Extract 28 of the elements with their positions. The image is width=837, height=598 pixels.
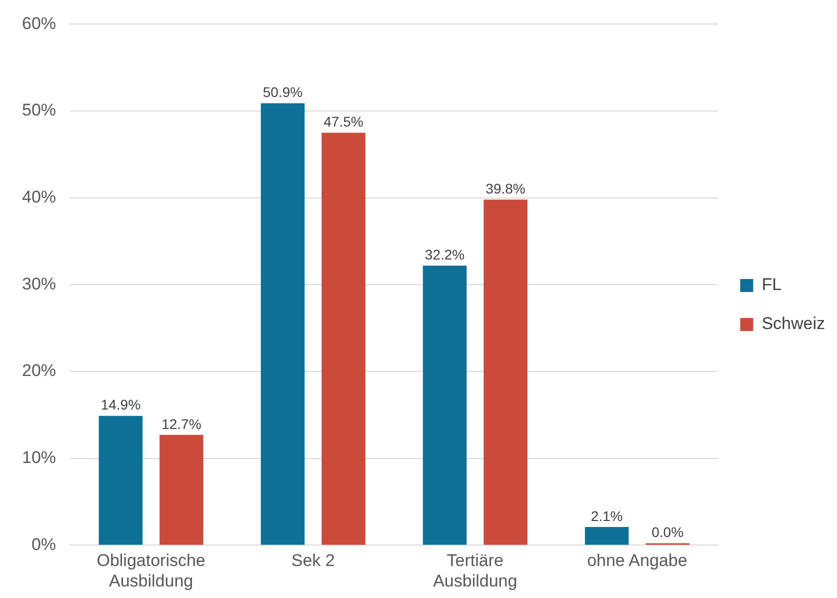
bar bbox=[160, 434, 204, 545]
x-tick-label: Sek 2 bbox=[291, 551, 335, 570]
legend-label: FL bbox=[762, 275, 782, 294]
data-label: 12.7% bbox=[162, 416, 202, 432]
y-tick-label: 50% bbox=[22, 100, 56, 120]
data-label: 32.2% bbox=[424, 246, 465, 262]
x-tick-label: Obligatorische Ausbildung bbox=[96, 551, 206, 590]
bar bbox=[484, 200, 528, 545]
data-label: 14.9% bbox=[100, 396, 141, 413]
x-tick-label: ohne Angabe bbox=[587, 551, 688, 570]
y-tick-label: 40% bbox=[22, 188, 56, 207]
data-label: 50.9% bbox=[262, 84, 303, 100]
y-tick-label: 10% bbox=[22, 448, 56, 468]
bar bbox=[260, 103, 305, 545]
bar bbox=[422, 266, 467, 545]
y-tick-label: 60% bbox=[22, 14, 56, 33]
legend-label: Schweiz bbox=[762, 314, 826, 334]
x-tick-label: Tertiäre Ausbildung bbox=[433, 551, 518, 590]
y-tick-label: 20% bbox=[22, 361, 56, 380]
y-tick-label: 0% bbox=[31, 534, 56, 554]
y-tick-label: 30% bbox=[22, 274, 56, 294]
bar bbox=[584, 526, 629, 545]
data-label: 2.1% bbox=[590, 508, 623, 524]
bar bbox=[322, 132, 366, 545]
data-label: 47.5% bbox=[324, 114, 364, 130]
data-label: 39.8% bbox=[486, 180, 526, 196]
data-label: 0.0% bbox=[652, 524, 684, 540]
bar bbox=[98, 416, 143, 545]
